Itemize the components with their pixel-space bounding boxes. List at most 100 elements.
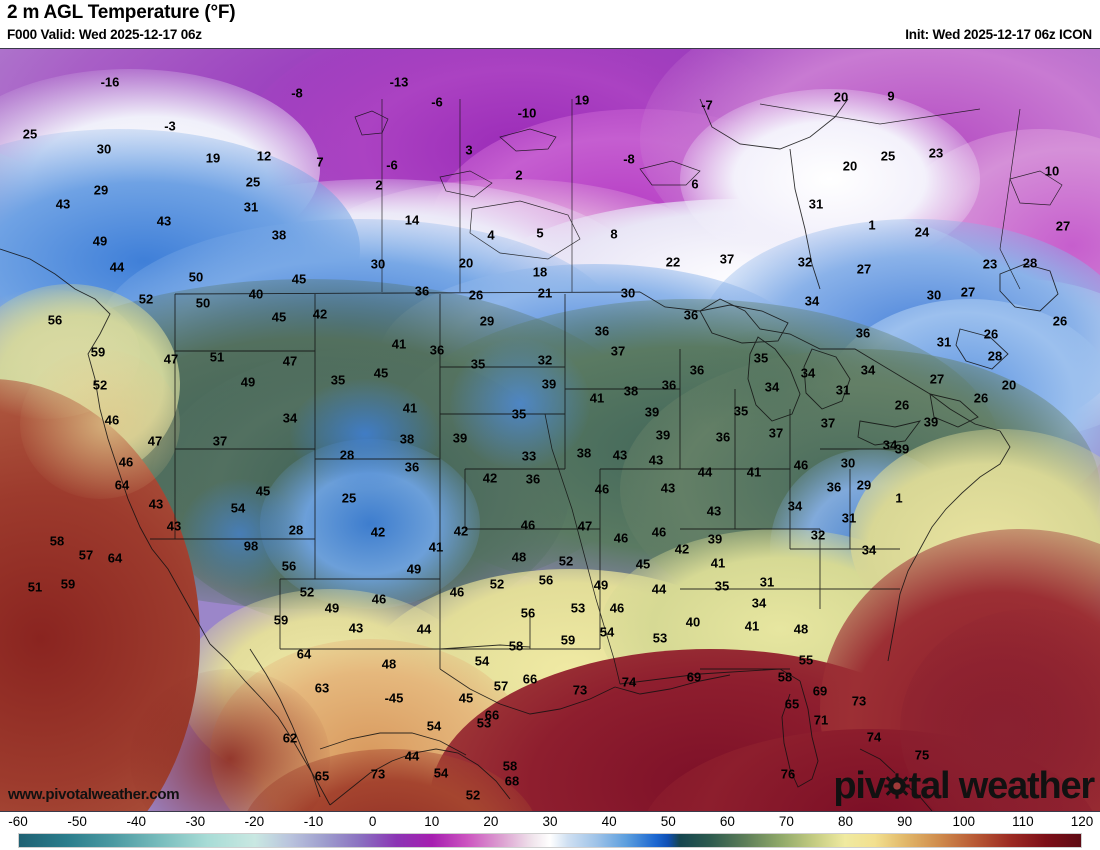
temperature-label: 73 [851,693,867,709]
temperature-label: 43 [148,496,164,512]
temperature-label: 36 [715,429,731,445]
temperature-label: -6 [386,157,398,173]
temperature-label: 64 [107,550,123,566]
temperature-label: 32 [810,527,826,543]
temperature-label: 34 [751,595,767,611]
temperature-label: 62 [282,730,298,746]
temperature-label: 46 [104,412,120,428]
gear-icon [883,773,910,799]
temperature-label: 39 [894,441,910,457]
temperature-label: 42 [482,470,498,486]
temperature-label: 23 [982,256,998,272]
temperature-label: 65 [314,768,330,784]
temperature-label: 54 [426,718,442,734]
temperature-label: 6 [691,176,699,192]
temperature-label: -6 [431,94,443,110]
temperature-label: 32 [797,254,813,270]
temperature-label: 73 [370,766,386,782]
temperature-label: 34 [882,437,898,453]
temperature-label: 37 [610,343,626,359]
temperature-label: 37 [768,425,784,441]
temperature-label: 36 [594,323,610,339]
colorbar-tick: -40 [126,814,146,829]
temperature-label: 52 [558,553,574,569]
temperature-label: 53 [476,715,492,731]
temperature-label: 7 [316,154,324,170]
temperature-label: 26 [468,287,484,303]
temperature-label: 27 [856,261,872,277]
temperature-label: 47 [163,351,179,367]
temperature-label: 54 [230,500,246,516]
temperature-label: 56 [520,605,536,621]
temperature-label: 12 [256,148,272,164]
temperature-label: 40 [685,614,701,630]
temperature-label: 52 [92,377,108,393]
init-time-label: Init: Wed 2025-12-17 06z ICON [905,27,1092,42]
temperature-label: 35 [714,578,730,594]
temperature-label: 24 [914,224,930,240]
temperature-label: 35 [753,350,769,366]
temperature-label: -8 [623,151,635,167]
temperature-label: 31 [808,196,824,212]
colorbar-tick: -20 [244,814,265,829]
temperature-label: 20 [842,158,858,174]
temperature-label: 65 [784,696,800,712]
temperature-label: 45 [458,690,474,706]
temperature-label: 1 [895,490,903,506]
temperature-label: 36 [429,342,445,358]
temperature-label: 71 [813,712,829,728]
temperature-label: 49 [406,561,422,577]
temperature-label: 45 [635,556,651,572]
temperature-label: 39 [923,414,939,430]
colorbar-tick: -10 [303,814,324,829]
temperature-label: 5 [536,225,544,241]
temperature-label: 39 [707,531,723,547]
temperature-label: 43 [660,480,676,496]
temperature-label: 51 [27,579,43,595]
temperature-label: 2 [515,167,523,183]
temperature-label: 38 [576,445,592,461]
temperature-label: 31 [759,574,775,590]
temperature-label: 35 [511,406,527,422]
colorbar-section: -60 -50 -40 -30 -20 -10 0 10 20 30 40 50 60 70 80 90 100… [0,813,1100,850]
temperature-label: 25 [341,490,357,506]
map-canvas: -16 -8 -13 -6 -10 19 -7 20 9 25 -3 3 -6 -8 23 20 30 19 12 7… [0,49,1100,811]
temperature-label: 32 [537,352,553,368]
temperature-label: 50 [195,295,211,311]
temperature-map[interactable]: -16 -8 -13 -6 -10 19 -7 20 9 25 -3 3 -6 -8 23 20 30 19 12 7… [0,48,1100,812]
colorbar-tick: -50 [67,814,87,829]
temperature-label: 31 [243,199,259,215]
temperature-label: 9 [887,88,895,104]
temperature-label: 36 [404,459,420,475]
temperature-label: 42 [674,541,690,557]
temperature-label: 29 [93,182,109,198]
temperature-label: 30 [840,455,856,471]
temperature-label: 74 [866,729,882,745]
temperature-label: 44 [416,621,432,637]
temperature-label: 2 [375,177,383,193]
temperature-label: 42 [312,306,328,322]
temperature-label: -45 [384,690,404,706]
temperature-label: 30 [370,256,386,272]
temperature-label: 39 [541,376,557,392]
temperature-label: 44 [109,259,125,275]
temperature-label: 20 [1001,377,1017,393]
temperature-label: 75 [914,747,930,763]
temperature-label: 36 [414,283,430,299]
temperature-label: 34 [861,542,877,558]
temperature-label: 41 [589,390,605,406]
temperature-label: 46 [118,454,134,470]
temperature-label: 36 [689,362,705,378]
colorbar-tick: 60 [719,814,735,829]
colorbar[interactable] [18,833,1082,848]
temperature-label: 58 [49,533,65,549]
temperature-label: 59 [90,344,106,360]
colorbar-tick: 110 [1012,814,1034,829]
temperature-label: 53 [652,630,668,646]
temperature-label: 98 [243,538,259,554]
temperature-label: 45 [271,309,287,325]
temperature-label: 38 [623,383,639,399]
temperature-label: -10 [517,105,537,121]
temperature-label: 4 [487,227,495,243]
